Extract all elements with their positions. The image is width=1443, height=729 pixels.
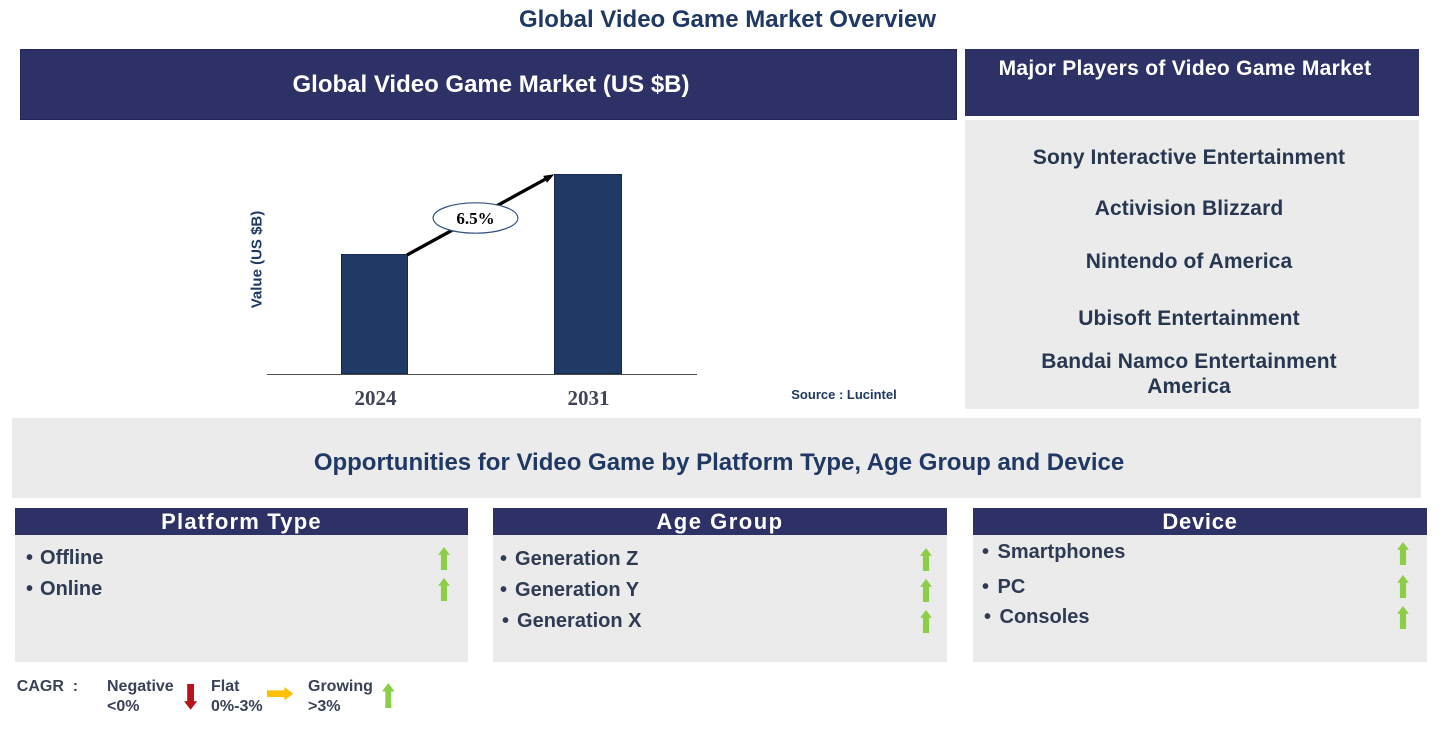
svg-text:6.5%: 6.5% [456,209,494,228]
